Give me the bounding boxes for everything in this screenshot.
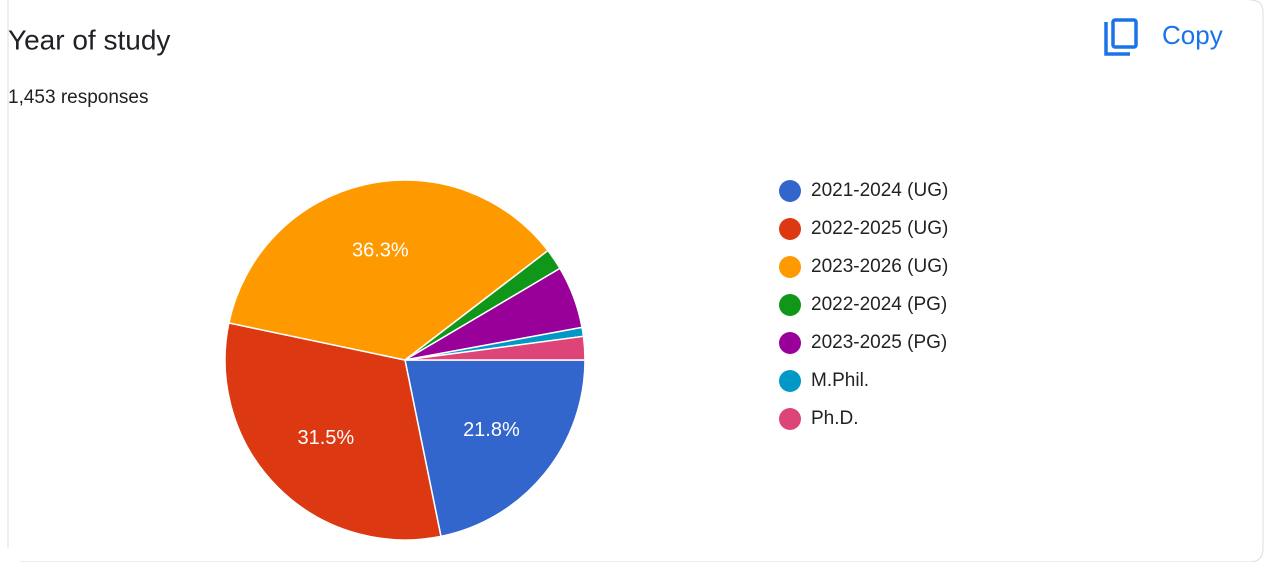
copy-label: Copy [1162,20,1223,50]
pie-slice [227,179,549,361]
title: Year of study [8,24,170,55]
slice-label: 36.3% [352,239,409,261]
legend-swatch [779,218,801,240]
legend-label: 2022-2024 (PG) [811,294,947,315]
legend-swatch [779,408,801,430]
legend-swatch [779,294,801,316]
legend-label: 2023-2026 (UG) [811,256,948,277]
legend-label: M.Phil. [811,370,869,391]
slice-label: 21.8% [463,419,520,441]
legend-swatch [779,332,801,354]
copy-icon [1111,18,1138,49]
legend-label: 2021-2024 (UG) [811,180,948,201]
copy-button[interactable]: Copy [1104,18,1223,56]
legend-swatch [779,256,801,278]
legend-swatch [779,370,801,392]
pie-slice [404,359,586,538]
legend-label: Ph.D. [811,408,859,429]
copy-icon [1104,22,1130,56]
subtitle: 1,453 responses [8,87,149,108]
pie-slice [404,335,586,361]
pie-slice [224,322,442,541]
legend-swatch [779,180,801,202]
slice-label: 31.5% [297,427,354,449]
legend-label: 2023-2025 (PG) [811,332,947,353]
legend-label: 2022-2025 (UG) [811,218,948,239]
card-border [7,0,1264,563]
